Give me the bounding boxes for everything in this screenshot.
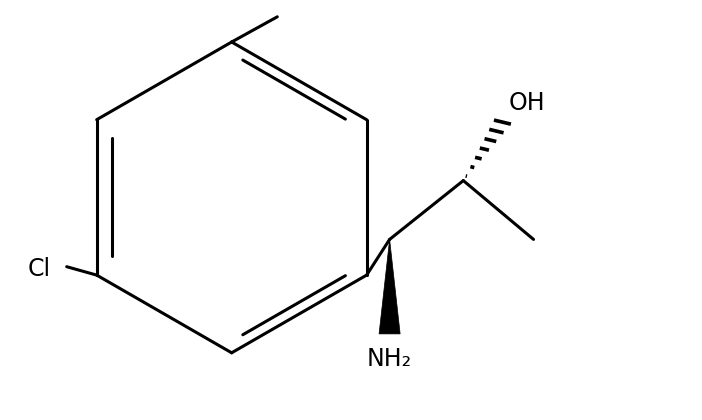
Text: OH: OH: [509, 92, 545, 116]
Text: NH₂: NH₂: [367, 346, 412, 370]
Text: Cl: Cl: [28, 257, 51, 281]
Polygon shape: [379, 239, 400, 334]
